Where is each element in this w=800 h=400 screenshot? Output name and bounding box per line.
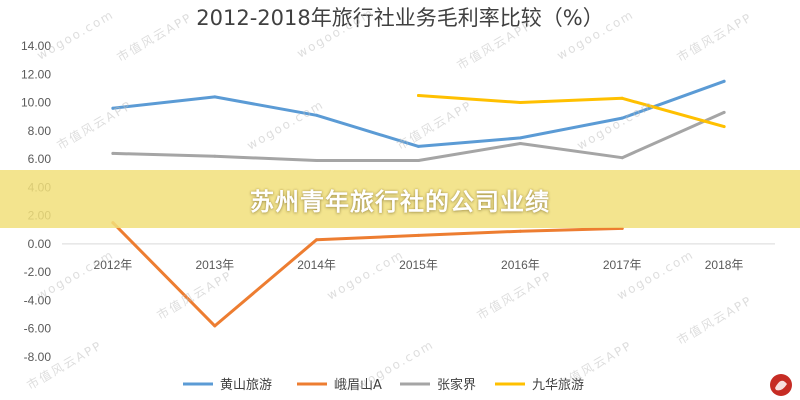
data-point <box>518 142 522 145</box>
x-tick-label: 2015年 <box>399 258 438 272</box>
y-tick-label: 10.00 <box>21 96 51 110</box>
data-point <box>722 125 726 129</box>
data-point <box>417 233 420 237</box>
data-point <box>518 136 522 140</box>
data-point <box>620 96 624 100</box>
data-point <box>722 79 726 83</box>
y-tick-label: -4.00 <box>24 294 52 308</box>
watermark-text: wogoo.com <box>325 247 407 302</box>
chart-title: 2012-2018年旅行社业务毛利率比较（%） <box>196 6 603 30</box>
watermark-text: 市值风云APP <box>674 9 755 64</box>
data-point <box>213 154 217 158</box>
x-tick-label: 2016年 <box>501 258 540 272</box>
data-point <box>315 113 319 117</box>
legend: 黄山旅游 峨眉山A 张家界 九华旅游 <box>183 377 584 393</box>
data-point <box>417 94 420 97</box>
data-point <box>620 116 624 120</box>
x-tick-label: 2013年 <box>195 258 234 272</box>
watermark-text: 市值风云APP <box>554 337 635 392</box>
y-tick-label: 0.00 <box>28 237 52 251</box>
data-point <box>518 229 522 233</box>
legend-label: 黄山旅游 <box>220 378 272 393</box>
logo-mark <box>775 380 787 391</box>
legend-label: 张家界 <box>437 377 476 393</box>
y-tick-label: 6.00 <box>28 152 52 166</box>
series-line <box>417 94 726 129</box>
data-point <box>315 238 319 242</box>
data-point <box>417 144 420 148</box>
series-group <box>417 94 726 129</box>
y-tick-label: 12.00 <box>21 67 51 81</box>
shizhifengyun-logo-icon <box>770 374 792 396</box>
x-tick-label: 2017年 <box>603 258 642 272</box>
legend-item: 峨眉山A <box>297 378 382 393</box>
data-point <box>111 151 115 155</box>
y-tick-label: 8.00 <box>28 124 52 138</box>
data-point <box>722 110 726 114</box>
x-tick-label: 2014年 <box>297 258 336 272</box>
watermark-text: wogoo.com <box>615 247 697 302</box>
x-tick-label: 2012年 <box>94 258 133 272</box>
data-point <box>213 324 217 328</box>
legend-item: 九华旅游 <box>495 378 584 393</box>
watermark-text: 市值风云APP <box>54 97 135 152</box>
watermark-text: 市值风云APP <box>674 292 755 347</box>
data-point <box>518 101 522 104</box>
data-point <box>213 95 217 99</box>
series-line <box>111 221 624 328</box>
y-tick-label: 14.00 <box>21 39 51 53</box>
watermark-text: 市值风云APP <box>24 337 105 392</box>
title-banner: 苏州青年旅行社的公司业绩 <box>0 170 800 228</box>
legend-item: 黄山旅游 <box>183 378 272 393</box>
legend-label: 九华旅游 <box>532 378 584 393</box>
data-point <box>315 159 319 162</box>
legend-label: 峨眉山A <box>334 378 382 393</box>
data-point <box>620 156 624 160</box>
y-tick-label: -2.00 <box>24 265 52 279</box>
x-tick-label: 2018年 <box>705 258 744 272</box>
watermark-text: wogoo.com <box>35 7 117 62</box>
y-tick-label: -6.00 <box>24 322 52 336</box>
watermark-text: 市值风云APP <box>474 267 555 322</box>
y-tick-label: -8.00 <box>24 350 52 364</box>
x-axis-tick-labels: 2012年 2013年 2014年 2015年 2016年 2017年 2018年 <box>94 258 744 272</box>
data-point <box>111 106 115 110</box>
watermark-text: 市值风云APP <box>114 9 195 64</box>
legend-item: 张家界 <box>400 377 476 393</box>
series-layer <box>111 79 726 328</box>
data-point <box>417 159 420 162</box>
series-group <box>111 79 726 148</box>
banner-title: 苏州青年旅行社的公司业绩 <box>250 187 550 216</box>
banner-background <box>0 170 800 228</box>
series-group <box>111 110 726 162</box>
